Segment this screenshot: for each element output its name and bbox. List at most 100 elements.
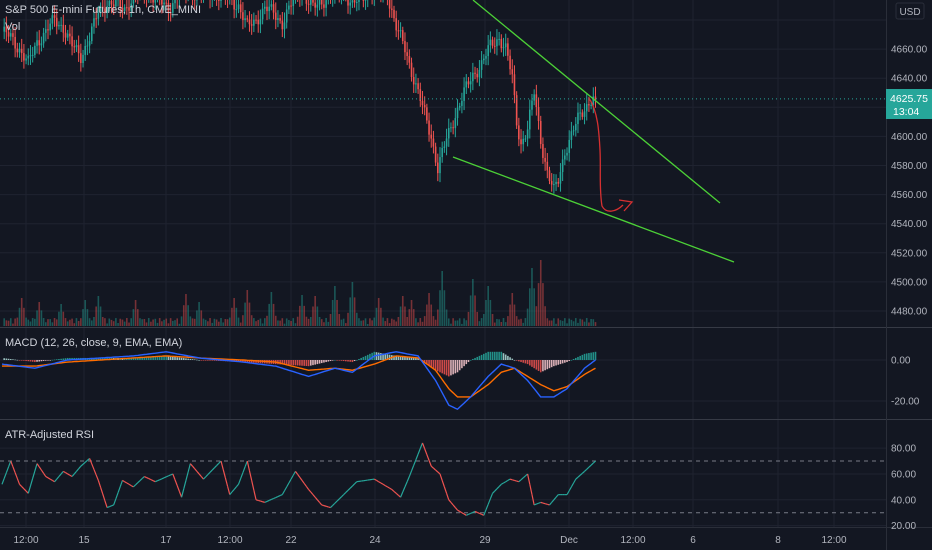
time-tick-label: 12:00	[13, 535, 38, 546]
candle-body	[511, 69, 514, 75]
volume-bar	[507, 316, 509, 326]
macd-histogram-bar	[58, 359, 60, 360]
candle-body	[259, 19, 262, 25]
volume-bar	[248, 302, 251, 326]
rsi-segment	[299, 477, 303, 481]
macd-histogram-bar	[147, 356, 150, 360]
candle-body	[66, 33, 69, 38]
currency-label[interactable]: USD	[899, 7, 920, 18]
volume-bar	[327, 321, 330, 326]
candle-body	[450, 127, 452, 129]
macd-histogram-bar	[349, 360, 352, 362]
rsi-segment	[376, 479, 379, 483]
rsi-segment	[144, 475, 147, 479]
rsi-segment	[474, 510, 478, 513]
time-tick-label: 17	[160, 535, 172, 546]
volume-bar	[163, 319, 165, 326]
rsi-segment	[520, 477, 524, 481]
volume-bar	[204, 319, 207, 326]
macd-histogram-bar	[415, 357, 417, 360]
rsi-segment	[410, 465, 415, 472]
volume-bar	[588, 322, 590, 326]
rsi-segment	[586, 466, 590, 470]
macd-histogram-bar	[329, 360, 332, 362]
rsi-segment	[338, 496, 342, 500]
volume-bar	[99, 306, 102, 326]
volume-bar	[60, 304, 62, 326]
price-candles	[3, 0, 597, 194]
rsi-segment	[84, 459, 88, 463]
volume-bar	[147, 318, 150, 326]
rsi-segment	[268, 498, 272, 501]
candle-body	[461, 100, 463, 106]
volume-bar	[191, 318, 194, 326]
volume-bar	[80, 318, 82, 326]
volume-bar	[476, 311, 479, 326]
volume-bar	[364, 318, 367, 326]
volume-bar	[202, 318, 205, 326]
rsi-segment	[264, 500, 268, 503]
rsi-segment	[183, 480, 187, 489]
macd-histogram-bar	[388, 354, 391, 360]
candle-body	[90, 26, 93, 42]
rsi-tick-label: 40.00	[891, 495, 916, 506]
macd-histogram-bar	[101, 357, 104, 360]
price-axis[interactable]: 4480.00 4500.00 4520.00 4540.00 4560.00 4580.…	[891, 45, 928, 533]
candle-body	[524, 138, 527, 140]
volume-bar	[564, 318, 566, 326]
rsi-segment	[570, 482, 575, 488]
macd-histogram-bar	[382, 353, 384, 360]
macd-histogram-bar	[45, 360, 47, 361]
macd-histogram-bar	[25, 360, 27, 361]
candle-body	[121, 7, 124, 11]
macd-histogram-bar	[450, 360, 452, 376]
macd-histogram-bar	[489, 351, 492, 360]
candle-body	[428, 120, 430, 135]
candle-body	[507, 43, 509, 56]
rsi-segment	[533, 503, 537, 506]
volume-bar	[349, 297, 352, 326]
currency-box[interactable]	[895, 2, 925, 20]
macd-histogram-bar	[316, 360, 319, 365]
rsi-segment	[544, 503, 548, 505]
candle-body	[456, 107, 459, 119]
candle-body	[388, 0, 391, 9]
candle-body	[500, 38, 503, 49]
rsi-segment	[176, 485, 180, 492]
rsi-legend[interactable]: ATR-Adjusted RSI	[5, 429, 94, 441]
volume-bar	[542, 283, 544, 326]
symbol-title[interactable]: S&P 500 E-mini Futures, 1h, CME_MINI	[5, 4, 201, 16]
macd-histogram-bar	[51, 359, 54, 361]
candle-body	[520, 139, 522, 145]
macd-histogram-bar	[559, 360, 562, 365]
bar-countdown: 13:04	[893, 106, 919, 118]
volume-bar	[474, 295, 476, 326]
time-tick-label: 8	[775, 535, 781, 546]
rsi-segment	[584, 468, 588, 472]
volume-bar	[323, 322, 325, 326]
volume-bar	[553, 318, 555, 326]
rsi-segment	[91, 463, 95, 470]
rsi-segment	[505, 479, 509, 483]
volume-bar	[485, 300, 487, 326]
candle-body	[132, 0, 135, 4]
volume-bar	[559, 320, 562, 326]
volume-bar	[371, 320, 373, 326]
macd-histogram-bar	[585, 353, 588, 360]
volume-bar	[288, 320, 290, 326]
candle-body	[426, 107, 428, 121]
macd-legend[interactable]: MACD (12, 26, close, 9, EMA, EMA)	[5, 337, 182, 349]
volume-bar	[520, 318, 522, 326]
volume-bar	[366, 323, 369, 326]
price-tick-label: 4640.00	[891, 74, 928, 85]
volume-bar	[373, 317, 376, 326]
candle-body	[397, 30, 400, 32]
rsi-segment	[198, 473, 202, 477]
macd-histogram-bar	[539, 360, 542, 373]
macd-histogram-bar	[432, 360, 435, 369]
volume-bar	[93, 317, 95, 326]
time-axis[interactable]: 12:00 15 17 12:00 22 24 29 Dec 12:00 6 8 12:00	[13, 535, 846, 546]
volume-bar	[415, 318, 417, 326]
macd-histogram-bar	[430, 360, 433, 368]
